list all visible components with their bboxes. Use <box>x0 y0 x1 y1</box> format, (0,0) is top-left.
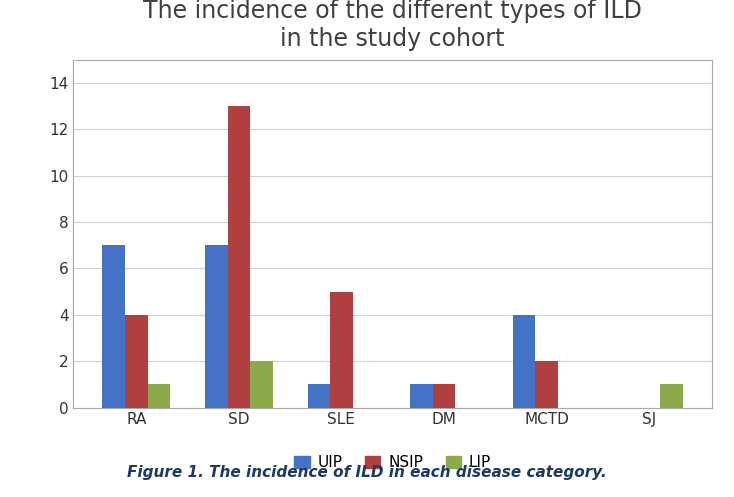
Bar <box>148 384 170 408</box>
Bar <box>308 384 330 408</box>
Bar <box>512 315 535 408</box>
Title: The incidence of the different types of ILD
in the study cohort: The incidence of the different types of … <box>143 0 642 51</box>
Bar <box>250 361 273 408</box>
Bar <box>661 384 683 408</box>
Bar <box>228 106 250 408</box>
Bar <box>432 384 455 408</box>
Text: Figure 1. The incidence of ILD in each disease category.: Figure 1. The incidence of ILD in each d… <box>127 465 607 480</box>
Bar <box>205 245 228 408</box>
Bar <box>535 361 558 408</box>
Legend: UIP, NSIP, LIP: UIP, NSIP, LIP <box>288 449 497 477</box>
Bar <box>410 384 432 408</box>
Bar <box>103 245 125 408</box>
Bar <box>330 292 353 408</box>
Bar <box>125 315 148 408</box>
